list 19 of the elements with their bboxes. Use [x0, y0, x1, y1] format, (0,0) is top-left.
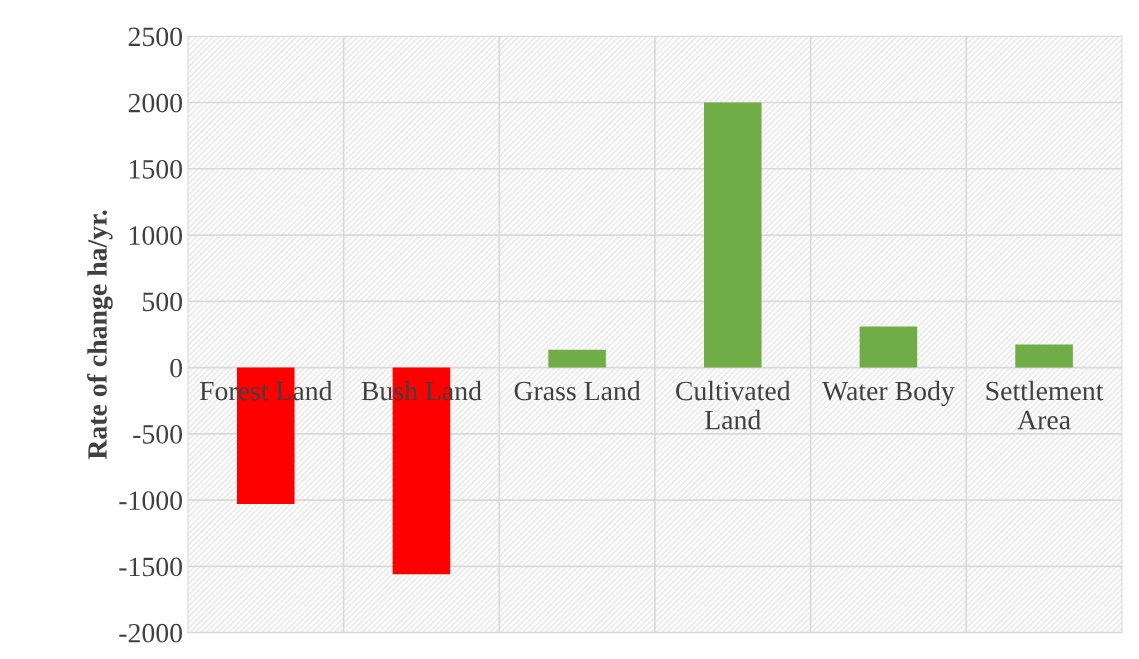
x-tick-label: Water Body [822, 380, 955, 407]
y-tick-label: 2500 [128, 27, 183, 47]
y-tick-label: -1000 [119, 491, 183, 511]
y-tick-label: -1500 [119, 557, 183, 577]
y-axis-title: Rate of change ha/yr. [87, 210, 113, 460]
y-tick-label: 0 [170, 358, 183, 378]
bar [1015, 344, 1073, 368]
y-tick-label: -500 [133, 425, 183, 444]
x-tick-label: Grass Land [514, 380, 641, 401]
y-tick-label: 2000 [128, 93, 183, 113]
bar [859, 326, 918, 368]
y-tick-label: -2000 [119, 623, 183, 643]
bar [548, 349, 606, 368]
y-tick-label: 1500 [129, 159, 183, 179]
y-tick-label: 1000 [129, 226, 183, 245]
y-tick-label: 500 [143, 292, 183, 312]
x-tick-label: Settlement Area [986, 380, 1104, 430]
bar [703, 102, 762, 368]
x-tick-label: Cultivated Land [676, 380, 791, 430]
